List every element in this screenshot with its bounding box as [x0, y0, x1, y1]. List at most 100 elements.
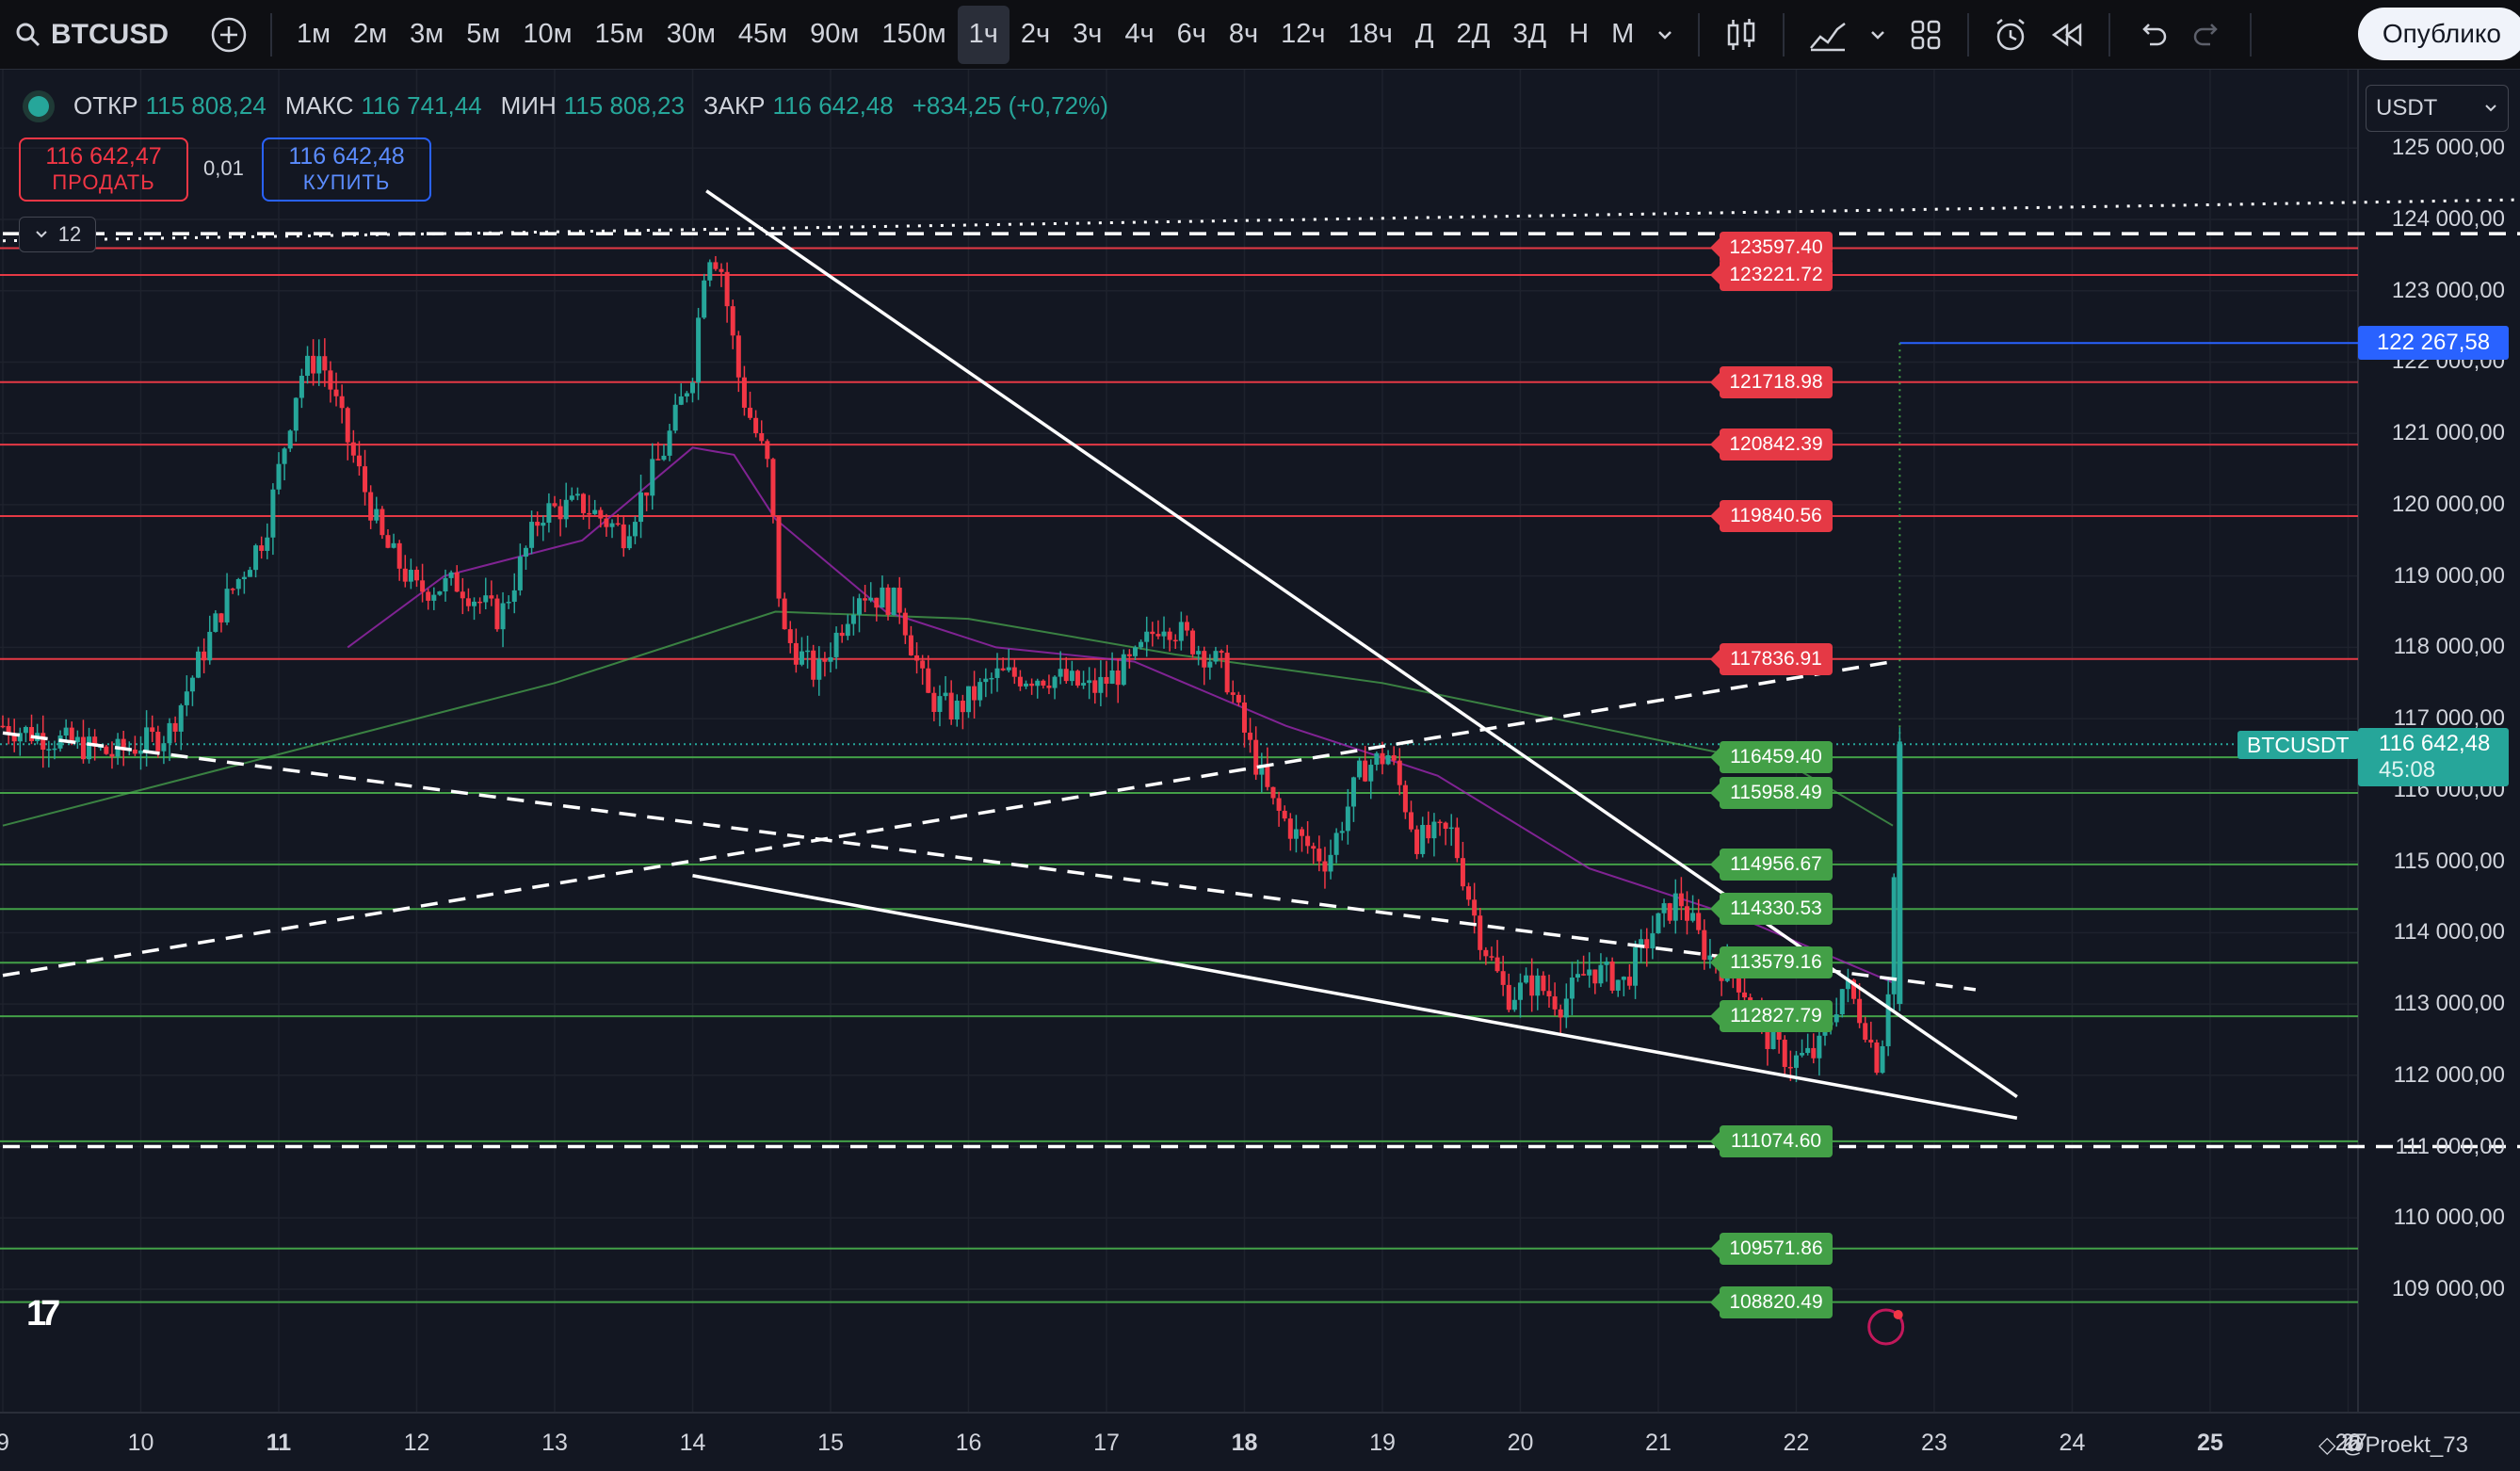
candle-up [574, 493, 580, 496]
open-value: 115 808,24 [145, 91, 267, 120]
indicators-button[interactable] [1798, 7, 1858, 63]
candle-up [954, 701, 960, 719]
timeframe-2ч[interactable]: 2ч [1020, 19, 1051, 49]
candle-down [1437, 821, 1443, 824]
candle-up [994, 668, 1000, 678]
timeframe-М[interactable]: М [1611, 19, 1635, 49]
candle-up [224, 589, 230, 622]
support-level-label[interactable]: 114956.67 [1710, 848, 1833, 881]
candle-down [1500, 971, 1506, 985]
candle-down [1017, 676, 1023, 687]
timeframe-30м[interactable]: 30м [666, 19, 716, 49]
resistance-level-label[interactable]: 117836.91 [1710, 642, 1833, 675]
candle-down [776, 515, 782, 599]
timeframe-90м[interactable]: 90м [810, 19, 860, 49]
support-level-label[interactable]: 111074.60 [1710, 1124, 1833, 1157]
price-tick: 114 000,00 [2393, 919, 2505, 946]
timeframe-12ч[interactable]: 12ч [1281, 19, 1326, 49]
candle-down [121, 738, 126, 751]
undo-icon [2142, 23, 2167, 45]
timeframe-2Д[interactable]: 2Д [1456, 19, 1491, 49]
toolbar-divider [1783, 12, 1785, 57]
timeframe-4ч[interactable]: 4ч [1124, 19, 1155, 49]
resistance-level-label[interactable]: 119840.56 [1710, 500, 1833, 532]
candle-up [1121, 654, 1126, 686]
candle-up [626, 536, 632, 549]
support-level-label[interactable]: 114330.53 [1710, 893, 1833, 926]
timeframe-1ч[interactable]: 1ч [957, 5, 1010, 64]
tradingview-logo[interactable]: 17 [26, 1294, 60, 1334]
candle-down [1219, 651, 1224, 654]
timeframe-2м[interactable]: 2м [353, 19, 388, 49]
candle-up [184, 691, 189, 705]
support-level-label[interactable]: 115958.49 [1710, 777, 1833, 809]
timeframe-3Д[interactable]: 3Д [1512, 19, 1547, 49]
collapse-indicators-button[interactable]: 12 [19, 217, 96, 252]
support-level-label[interactable]: 113579.16 [1710, 946, 1833, 979]
candle-up [689, 382, 695, 394]
support-level-label[interactable]: 108820.49 [1710, 1285, 1833, 1318]
time-tick: 18 [1231, 1430, 1258, 1456]
support-level-label[interactable]: 116459.40 [1710, 741, 1833, 774]
price-alert-tag[interactable]: 122 267,58 [2358, 326, 2509, 361]
timeframe-3м[interactable]: 3м [410, 19, 444, 49]
candle-up [500, 603, 506, 630]
candle-down [793, 642, 799, 665]
candle-up [1448, 827, 1454, 830]
low-label: МИН [500, 91, 557, 120]
market-status-dot[interactable] [28, 95, 49, 117]
chart-style-button[interactable] [1713, 7, 1769, 63]
timeframe-6ч[interactable]: 6ч [1176, 19, 1206, 49]
timeframe-1м[interactable]: 1м [297, 19, 331, 49]
chevron-down-icon [1871, 30, 1885, 40]
candle-up [1569, 978, 1575, 999]
timeframe-3ч[interactable]: 3ч [1073, 19, 1103, 49]
toolbar-divider [1967, 12, 1970, 57]
alert-button[interactable] [1982, 7, 2039, 63]
candle-up [1575, 974, 1581, 978]
candle-down [557, 506, 563, 520]
candle-down [40, 733, 46, 751]
candle-up [678, 396, 684, 405]
timeframe-15м[interactable]: 15м [594, 19, 644, 49]
candle-down [350, 442, 356, 456]
timeframe-Н[interactable]: Н [1569, 19, 1590, 49]
add-symbol-button[interactable] [201, 7, 257, 63]
resistance-level-label[interactable]: 123221.72 [1710, 258, 1833, 291]
layout-button[interactable] [1898, 7, 1954, 63]
resistance-level-label[interactable]: 121718.98 [1710, 365, 1833, 398]
currency-select[interactable]: USDT [2366, 85, 2509, 132]
symbol-search[interactable]: BTCUSD [15, 19, 169, 51]
candle-down [1466, 886, 1472, 900]
support-level-label[interactable]: 109571.86 [1710, 1232, 1833, 1265]
timeframe-8ч[interactable]: 8ч [1228, 19, 1259, 49]
timeframe-150м[interactable]: 150м [881, 19, 946, 49]
candle-up [857, 598, 863, 615]
candle-down [402, 568, 408, 582]
support-level-label[interactable]: 112827.79 [1710, 1000, 1833, 1033]
candle-up [805, 650, 811, 653]
candle-up [1885, 994, 1891, 1046]
timeframe-10м[interactable]: 10м [523, 19, 573, 49]
publish-button[interactable]: Опублико [2357, 8, 2520, 60]
timeframe-45м[interactable]: 45м [737, 19, 788, 49]
candle-up [276, 463, 282, 490]
redo-button[interactable] [2180, 7, 2237, 63]
timeframe-5м[interactable]: 5м [466, 19, 501, 49]
candle-down [759, 432, 765, 442]
resistance-level-label[interactable]: 123597.40 [1710, 232, 1833, 265]
timeframe-Д[interactable]: Д [1414, 19, 1434, 49]
resistance-level-label[interactable]: 120842.39 [1710, 428, 1833, 461]
sell-button[interactable]: 116 642,47 ПРОДАТЬ [19, 137, 188, 202]
replay-button[interactable] [2039, 7, 2095, 63]
candle-up [46, 749, 52, 751]
undo-button[interactable] [2124, 7, 2180, 63]
timeframe-18ч[interactable]: 18ч [1348, 19, 1393, 49]
timeframe-dropdown-button[interactable] [1645, 7, 1685, 63]
time-tick: 23 [1921, 1430, 1947, 1456]
buy-button[interactable]: 116 642,48 КУПИТЬ [262, 137, 431, 202]
candle-up [1770, 1029, 1776, 1049]
indicators-dropdown[interactable] [1858, 7, 1898, 63]
candle-up [1196, 651, 1202, 655]
